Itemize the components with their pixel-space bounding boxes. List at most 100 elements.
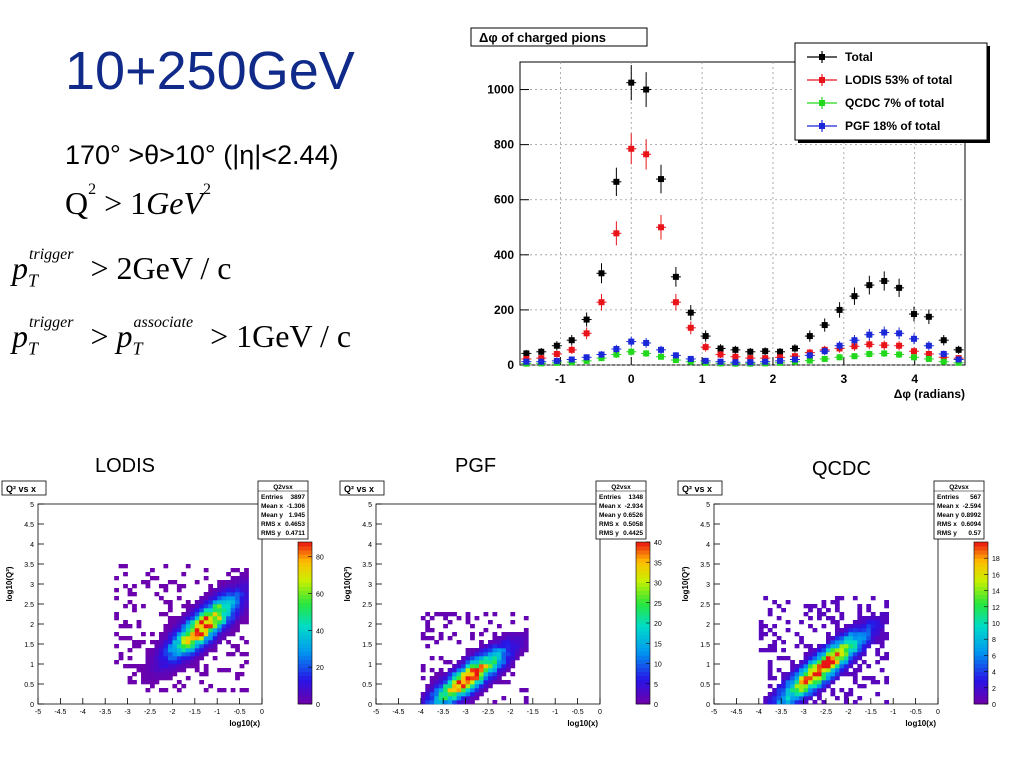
heatmap-cell — [425, 620, 431, 625]
heatmap-cell — [461, 656, 466, 661]
heatmap-cell — [425, 628, 431, 633]
heatmap-cell — [239, 652, 245, 657]
heatmap-cell — [505, 644, 511, 649]
heatmap-cell — [194, 660, 200, 665]
heatmap-cell — [114, 616, 119, 621]
heatmap-cell — [884, 616, 890, 621]
heatmap-cell — [114, 588, 119, 593]
palette-tick-label: 6 — [992, 653, 996, 660]
heatmap-cell — [834, 636, 840, 641]
heatmap-cell — [185, 644, 191, 649]
heatmap-cell — [817, 672, 822, 677]
heatmap-cell — [790, 700, 795, 705]
heatmap-cell — [181, 612, 187, 617]
x-tick-label: 1 — [699, 372, 706, 386]
heatmap-cell — [817, 688, 822, 693]
heatmap-cell — [425, 644, 431, 649]
heatmap-cell — [181, 648, 187, 653]
heatmap-cell — [866, 624, 872, 629]
heatmap-cell — [875, 648, 881, 653]
heatmap-cell — [127, 588, 133, 593]
heatmap-cell — [483, 668, 489, 673]
y-tick-label: 1.5 — [700, 642, 710, 649]
heatmap-cell — [510, 664, 516, 669]
palette-band — [974, 631, 988, 636]
heatmap-cell — [826, 652, 831, 657]
palette-band — [974, 594, 988, 600]
heatmap-cell — [496, 652, 502, 657]
heatmap-cell — [875, 620, 881, 625]
heatmap-cell — [163, 668, 169, 673]
palette-tick-label: 0 — [316, 702, 320, 709]
heatmap-cell — [172, 580, 178, 585]
heatmap-cell — [812, 652, 818, 657]
data-point — [866, 282, 873, 289]
heatmap-cell — [501, 668, 507, 673]
heatmap-cell — [758, 624, 764, 629]
heatmap-cell — [834, 676, 840, 681]
palette-band — [974, 542, 988, 547]
heatmap-cell — [429, 680, 435, 685]
heatmap-cell — [127, 624, 133, 629]
data-point — [613, 351, 620, 358]
y-tick-label: 0.5 — [362, 682, 372, 689]
heatmap-cell — [145, 688, 151, 693]
heatmap-cell — [514, 636, 520, 641]
heatmap-cell — [488, 680, 493, 685]
heatmap-cell — [167, 628, 173, 633]
heatmap-cell — [123, 636, 128, 641]
heatmap-cell — [794, 664, 800, 669]
heatmap-cell — [429, 684, 435, 689]
heatmap-cell — [465, 668, 471, 673]
heatmap-cell — [190, 660, 196, 665]
palette-band — [298, 659, 312, 664]
heatmap-cell — [163, 624, 169, 629]
heatmap-cell — [447, 668, 453, 673]
heatmap-cell — [848, 672, 854, 677]
data-point — [896, 284, 903, 291]
heatmap-cell — [852, 596, 858, 601]
y-tick-label: 0 — [507, 358, 514, 372]
heatmap-cell — [244, 592, 249, 597]
heatmap-cell — [114, 612, 119, 617]
heatmap-cell — [235, 624, 240, 629]
heatmap-cell — [438, 684, 444, 689]
heatmap-cell — [830, 660, 836, 665]
heatmap-cell — [452, 696, 457, 701]
heatmap-cell — [420, 700, 426, 705]
heatmap-cell — [496, 624, 502, 629]
data-point — [643, 339, 650, 346]
y-tick-label: 4.5 — [24, 522, 34, 529]
data-point — [568, 356, 575, 363]
data-point — [925, 355, 932, 362]
x-axis-label: log10(x) — [229, 719, 260, 728]
data-point — [628, 338, 635, 345]
heatmap-cell — [767, 676, 773, 681]
heatmap-cell — [857, 604, 863, 609]
heatmap-cell — [145, 584, 151, 589]
heatmap-cell — [239, 672, 245, 677]
heatmap-cell — [767, 668, 773, 673]
heatmap-cell — [861, 628, 867, 633]
heatmap-cell — [221, 608, 227, 613]
heatmap-cell — [244, 640, 249, 645]
palette-frame — [297, 541, 313, 705]
heatmap-cell — [826, 608, 831, 613]
heatmap-cell — [176, 688, 182, 693]
heatmap-cell — [244, 600, 249, 605]
heatmap-cell — [127, 600, 133, 605]
heatmap-cell — [150, 680, 155, 685]
heatmap-cell — [785, 700, 791, 705]
stats-value: -2.934 — [625, 503, 644, 510]
heatmap-cell — [123, 564, 128, 569]
data-point — [881, 277, 888, 284]
heatmap-cell — [203, 672, 209, 677]
palette-tick-label: 0 — [992, 702, 996, 709]
heatmap-cell — [461, 700, 466, 705]
palette-band — [636, 562, 650, 567]
heatmap-cell — [794, 676, 800, 681]
data-point — [568, 337, 575, 344]
data-point — [538, 355, 545, 362]
heatmap-cell — [176, 648, 182, 653]
heatmap-cell — [839, 636, 845, 641]
